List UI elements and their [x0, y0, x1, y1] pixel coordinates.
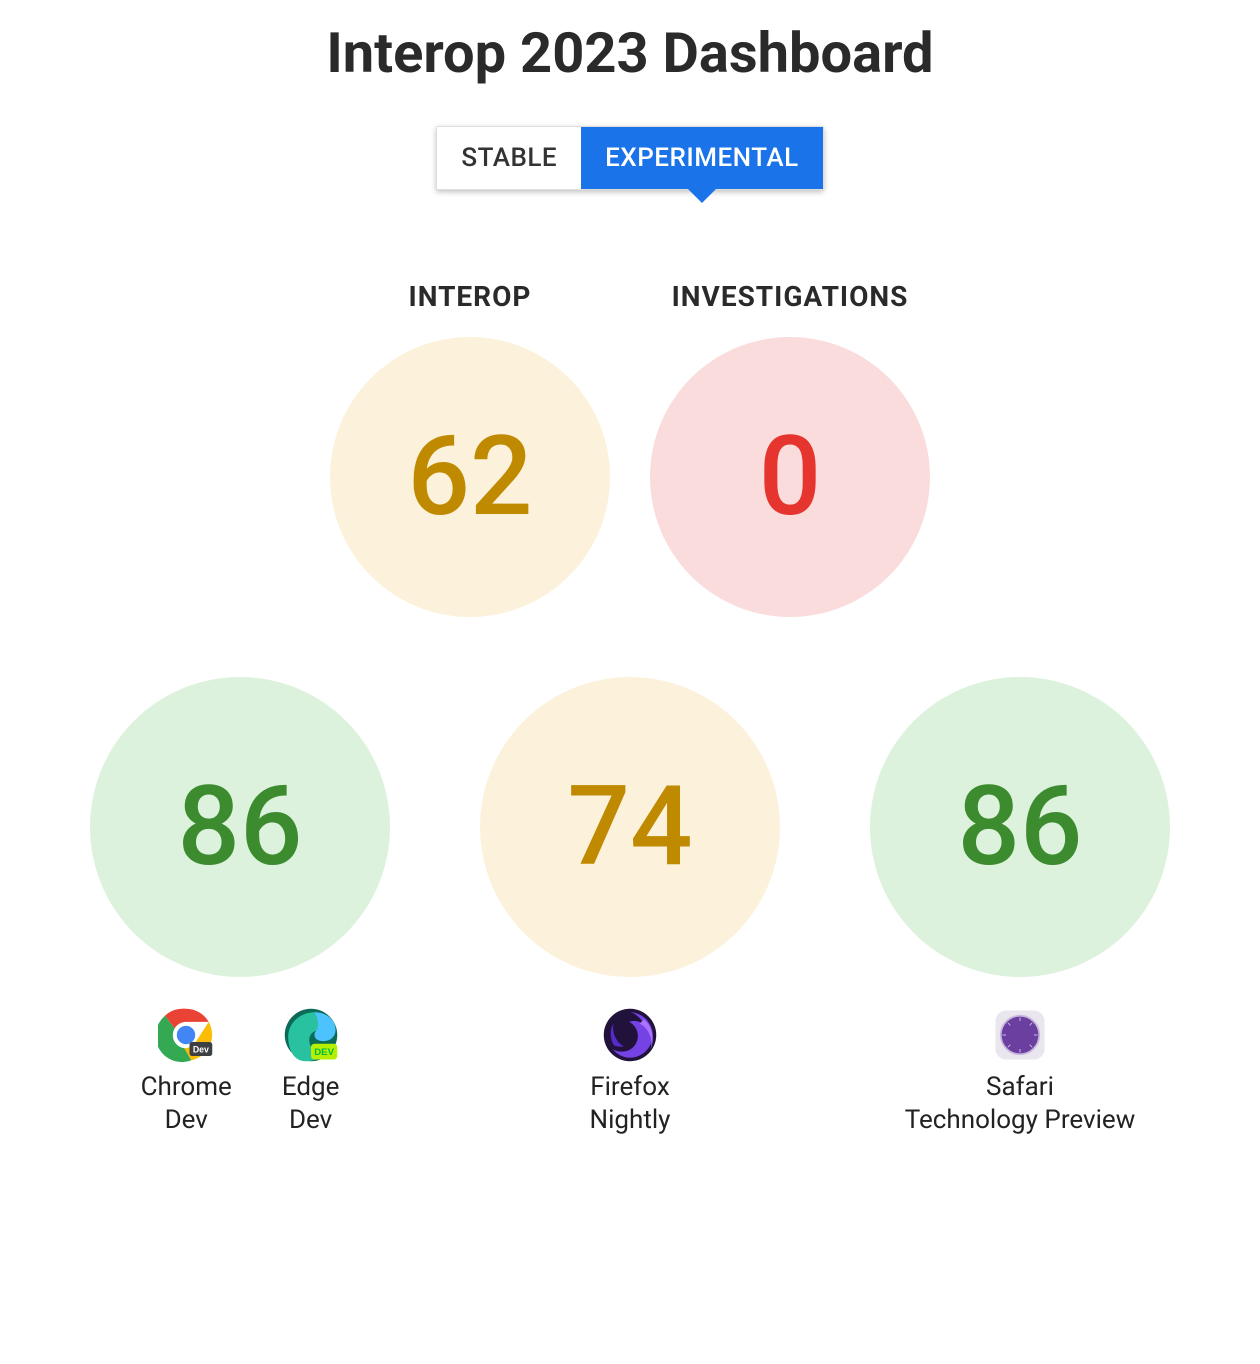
- metric-investigations-value: 0: [759, 422, 822, 532]
- browser-safari-value: 86: [957, 772, 1082, 882]
- edge-dev-column: EdgeDev: [282, 1007, 340, 1136]
- firefox-nightly-column: FirefoxNightly: [590, 1007, 671, 1136]
- browser-chrome-edge-circle: 86: [90, 677, 390, 977]
- browser-chrome-edge-icons: ChromeDev EdgeDev: [141, 1007, 340, 1136]
- browser-firefox-value: 74: [567, 772, 692, 882]
- browser-safari-icons: SafariTechnology Preview: [905, 1007, 1136, 1136]
- metric-investigations-label: INVESTIGATIONS: [672, 280, 909, 313]
- browser-firefox: 74 FirefoxNightly: [465, 677, 795, 1150]
- page-title: Interop 2023 Dashboard: [0, 20, 1260, 86]
- metric-investigations-circle: 0: [650, 337, 930, 617]
- browser-firefox-circle: 74: [480, 677, 780, 977]
- browser-safari: 86 SafariTechnology Preview: [855, 677, 1185, 1150]
- metric-interop-circle: 62: [330, 337, 610, 617]
- safari-tp-icon: [992, 1007, 1048, 1063]
- safari-tp-label: SafariTechnology Preview: [905, 1071, 1136, 1136]
- chrome-dev-icon: [158, 1007, 214, 1063]
- chrome-dev-column: ChromeDev: [141, 1007, 232, 1136]
- metric-interop: INTEROP 62: [330, 280, 610, 617]
- safari-tp-column: SafariTechnology Preview: [905, 1007, 1136, 1136]
- browser-chrome-edge-value: 86: [177, 772, 302, 882]
- metric-investigations: INVESTIGATIONS 0: [650, 280, 930, 617]
- metric-interop-label: INTEROP: [409, 280, 532, 313]
- channel-tabs: STABLE EXPERIMENTAL: [0, 126, 1260, 190]
- tab-stable[interactable]: STABLE: [437, 127, 581, 189]
- browser-firefox-icons: FirefoxNightly: [590, 1007, 671, 1136]
- edge-dev-label: EdgeDev: [282, 1071, 340, 1136]
- browser-row: 86 ChromeDev EdgeDev 74 FirefoxNightly 86 Safa…: [0, 677, 1260, 1150]
- browser-safari-circle: 86: [870, 677, 1170, 977]
- summary-row: INTEROP 62 INVESTIGATIONS 0: [0, 280, 1260, 617]
- tab-experimental[interactable]: EXPERIMENTAL: [581, 127, 823, 189]
- firefox-nightly-label: FirefoxNightly: [590, 1071, 671, 1136]
- firefox-nightly-icon: [602, 1007, 658, 1063]
- browser-chrome-edge: 86 ChromeDev EdgeDev: [75, 677, 405, 1150]
- metric-interop-value: 62: [407, 422, 532, 532]
- chrome-dev-label: ChromeDev: [141, 1071, 232, 1136]
- edge-dev-icon: [283, 1007, 339, 1063]
